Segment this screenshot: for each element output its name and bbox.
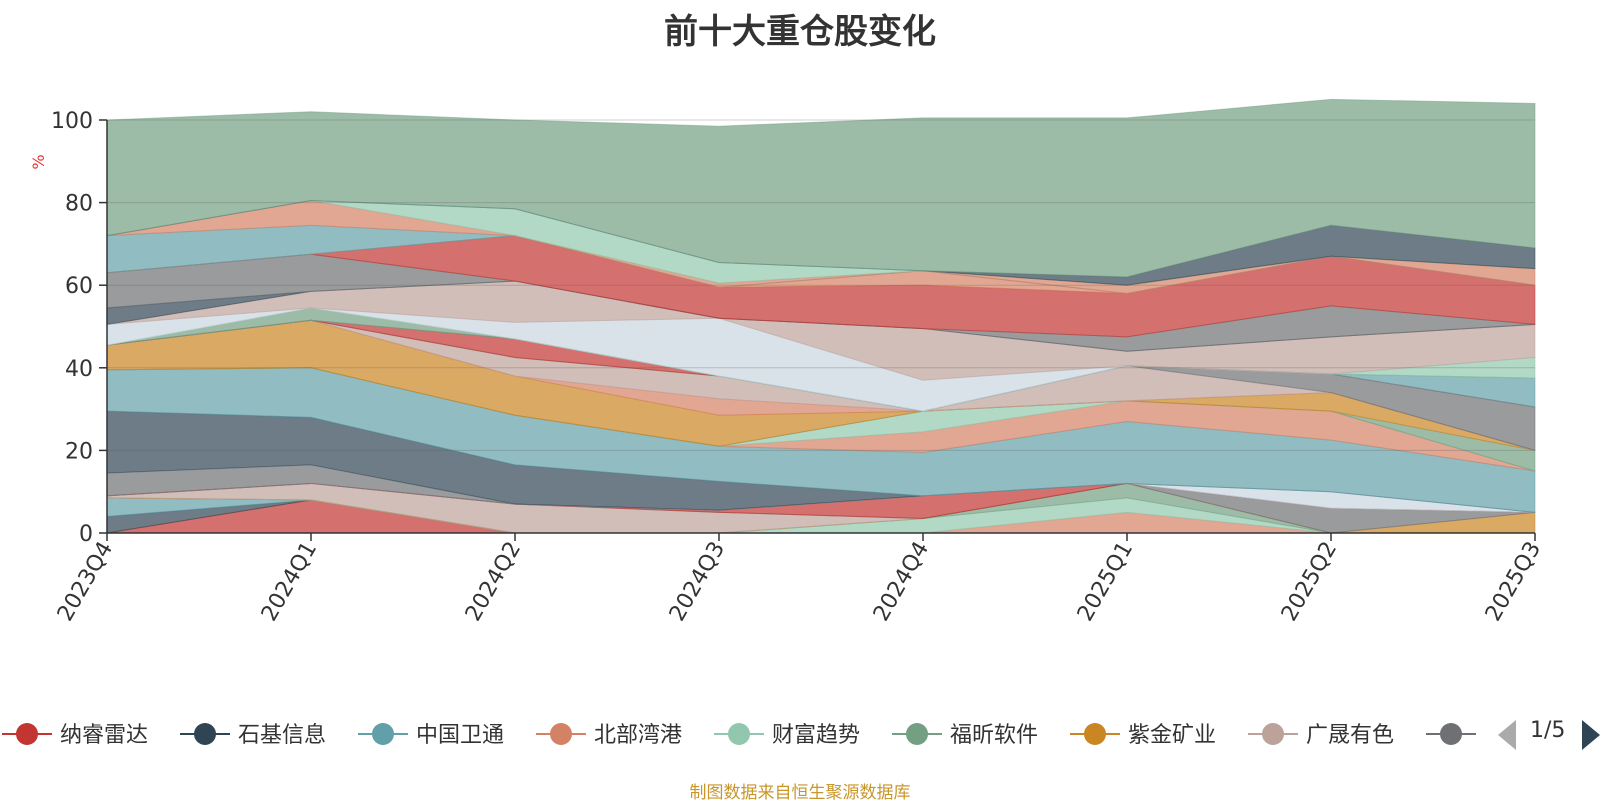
- legend-page-indicator: 1/5: [1530, 718, 1566, 743]
- legend-label: 石基信息: [238, 723, 326, 748]
- x-tick-label-7: 2025Q3: [1481, 538, 1546, 626]
- legend-item-2[interactable]: 中国卫通: [358, 723, 504, 748]
- x-tick-label-4: 2024Q4: [869, 538, 934, 626]
- legend-label: 紫金矿业: [1128, 723, 1216, 748]
- legend-item-5[interactable]: 福昕软件: [892, 723, 1038, 748]
- legend-marker-icon: [1084, 723, 1106, 745]
- legend-marker-icon: [1262, 723, 1284, 745]
- legend-next-page-icon[interactable]: [1582, 720, 1600, 750]
- legend-item-6[interactable]: 紫金矿业: [1070, 723, 1216, 748]
- source-note: 制图数据来自恒生聚源数据库: [689, 783, 911, 803]
- legend-label: 广晟有色: [1306, 723, 1394, 748]
- legend-label: 财富趋势: [772, 723, 860, 748]
- legend: 纳睿雷达 石基信息 中国卫通 北部湾港 财富趋势 福昕软件 紫金矿业 广晟有色: [2, 723, 1476, 748]
- legend-marker-icon: [1440, 723, 1462, 745]
- x-tick-label-2: 2024Q2: [461, 538, 526, 626]
- legend-item-clipped[interactable]: [1426, 723, 1476, 745]
- legend-item-3[interactable]: 北部湾港: [536, 723, 682, 748]
- legend-label: 纳睿雷达: [60, 723, 148, 748]
- legend-prev-page-icon[interactable]: [1498, 720, 1516, 750]
- legend-label: 中国卫通: [416, 723, 504, 748]
- legend-pager: 1/5: [1498, 718, 1600, 754]
- y-tick-label-0: 0: [79, 522, 93, 547]
- y-tick-label-4: 80: [65, 192, 93, 217]
- x-tick-label-0: 2023Q4: [53, 538, 118, 626]
- legend-marker-icon: [550, 723, 572, 745]
- legend-marker-icon: [194, 723, 216, 745]
- legend-item-0[interactable]: 纳睿雷达: [2, 723, 148, 748]
- x-tick-label-5: 2025Q1: [1073, 538, 1138, 626]
- chart-title: 前十大重仓股变化: [664, 12, 936, 52]
- area-series-group: [106, 98, 1536, 534]
- legend-item-7[interactable]: 广晟有色: [1248, 723, 1394, 748]
- legend-label: 北部湾港: [594, 723, 682, 748]
- grid-lines: [107, 119, 1535, 451]
- legend-item-1[interactable]: 石基信息: [180, 723, 326, 748]
- y-tick-label-5: 100: [51, 109, 93, 134]
- y-tick-label-3: 60: [65, 274, 93, 299]
- x-tick-label-6: 2025Q2: [1277, 538, 1342, 626]
- legend-marker-icon: [372, 723, 394, 745]
- legend-item-4[interactable]: 财富趋势: [714, 723, 860, 748]
- y-tick-label-1: 20: [65, 439, 93, 464]
- x-tick-label-3: 2024Q3: [665, 538, 730, 626]
- y-tick-label-2: 40: [65, 357, 93, 382]
- legend-marker-icon: [16, 723, 38, 745]
- legend-marker-icon: [906, 723, 928, 745]
- x-tick-label-1: 2024Q1: [257, 538, 322, 626]
- legend-label: 福昕软件: [950, 723, 1038, 748]
- y-axis-unit-label: %: [29, 154, 48, 169]
- legend-marker-icon: [728, 723, 750, 745]
- area-series-36: [106, 98, 1536, 278]
